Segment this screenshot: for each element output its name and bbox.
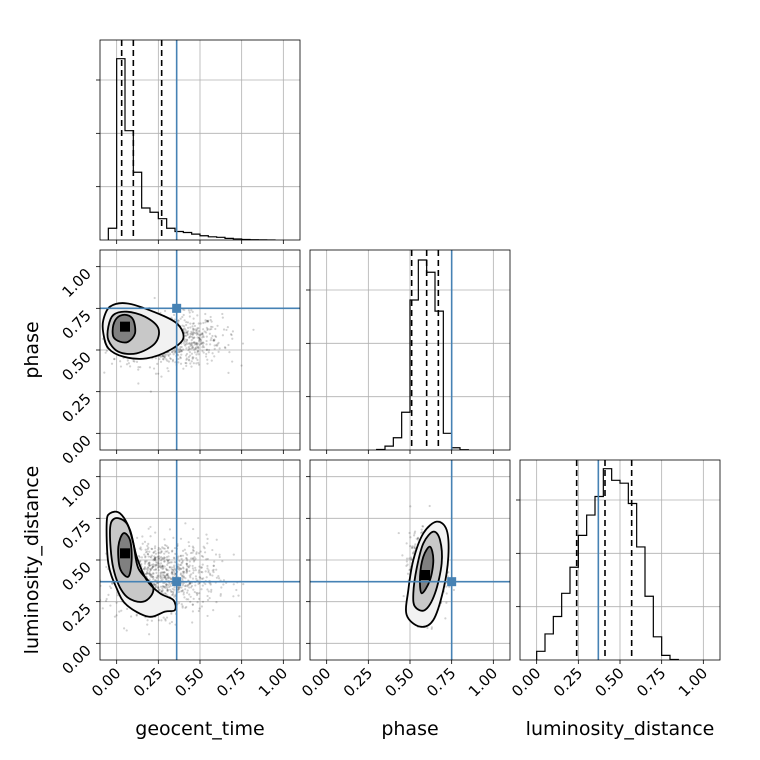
scatter-samples bbox=[100, 522, 245, 636]
tick-label-x: 0.75 bbox=[633, 664, 669, 700]
tick-label-x: 0.00 bbox=[508, 664, 544, 700]
tick-label-x: 0.25 bbox=[130, 664, 166, 700]
truth-marker bbox=[172, 577, 182, 587]
histogram-luminosity_distance bbox=[536, 468, 679, 660]
tick-label-x: 0.75 bbox=[213, 664, 249, 700]
contour-line bbox=[101, 302, 185, 360]
contour-line bbox=[109, 517, 155, 603]
tick-label-x: 0.00 bbox=[298, 664, 334, 700]
tick-label-x: 0.50 bbox=[381, 664, 417, 700]
tick-label-y: 0.50 bbox=[58, 348, 94, 384]
tick-label-y: 0.75 bbox=[58, 306, 94, 342]
contour-line bbox=[105, 510, 177, 618]
tick-label-y: 0.00 bbox=[58, 431, 94, 467]
contour-line bbox=[111, 313, 137, 344]
density-peak bbox=[120, 321, 130, 332]
tick-label-x: 0.50 bbox=[591, 664, 627, 700]
tick-label-y: 0.25 bbox=[58, 390, 94, 426]
tick-label-y: 1.00 bbox=[58, 265, 94, 301]
contour-line bbox=[117, 532, 133, 578]
tick-label-y: 0.75 bbox=[58, 516, 94, 552]
axis-label-x-phase: phase bbox=[381, 718, 438, 740]
histogram-phase bbox=[376, 259, 469, 450]
density-peak bbox=[420, 570, 430, 580]
tick-label-x: 0.00 bbox=[88, 664, 124, 700]
axis-label-x-luminosity_distance: luminosity_distance bbox=[526, 718, 715, 740]
tick-label-y: 0.25 bbox=[58, 600, 94, 636]
contour-line bbox=[405, 520, 450, 628]
tick-label-y: 0.50 bbox=[58, 558, 94, 594]
axis-label-y-phase: phase bbox=[21, 321, 43, 378]
truth-marker bbox=[447, 577, 457, 587]
tick-label-y: 0.00 bbox=[58, 641, 94, 677]
density-peak bbox=[120, 548, 130, 559]
tick-label-x: 1.00 bbox=[465, 664, 501, 700]
axis-label-x-geocent_time: geocent_time bbox=[135, 718, 264, 740]
tick-label-x: 0.25 bbox=[550, 664, 586, 700]
axis-label-y-luminosity_distance: luminosity_distance bbox=[21, 466, 43, 655]
tick-label-x: 0.50 bbox=[171, 664, 207, 700]
tick-label-x: 0.75 bbox=[423, 664, 459, 700]
tick-label-x: 1.00 bbox=[675, 664, 711, 700]
tick-label-y: 1.00 bbox=[58, 475, 94, 511]
contour-line bbox=[419, 545, 435, 595]
truth-marker bbox=[172, 303, 182, 313]
tick-label-x: 0.25 bbox=[340, 664, 376, 700]
contour-line bbox=[106, 310, 160, 355]
tick-label-x: 1.00 bbox=[255, 664, 291, 700]
